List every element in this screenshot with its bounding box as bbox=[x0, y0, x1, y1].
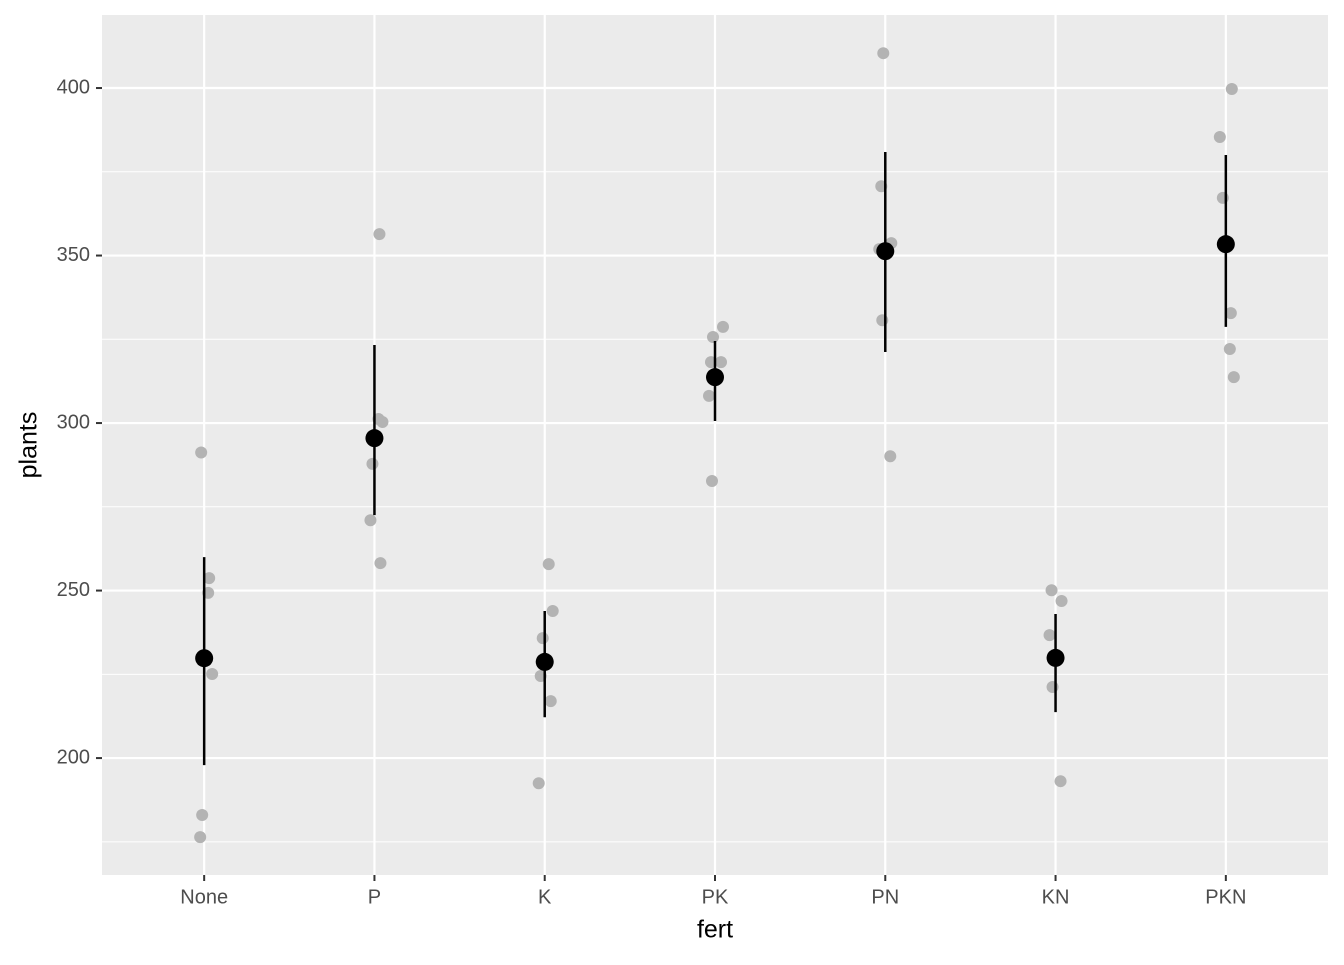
y-tick-label: 200 bbox=[57, 746, 90, 768]
mean-point bbox=[1046, 648, 1065, 667]
y-tick-label: 350 bbox=[57, 244, 90, 266]
data-point bbox=[374, 557, 387, 570]
x-axis-title: fert bbox=[697, 916, 733, 944]
data-point bbox=[364, 514, 377, 527]
y-tick-label: 250 bbox=[57, 579, 90, 601]
data-point bbox=[1225, 83, 1238, 96]
x-tick-label: PN bbox=[871, 886, 899, 908]
data-point bbox=[1213, 130, 1226, 143]
data-point bbox=[707, 330, 719, 343]
data-point bbox=[194, 831, 207, 844]
x-tick-label: P bbox=[368, 886, 381, 908]
x-tick-label: K bbox=[538, 886, 552, 908]
data-point bbox=[195, 446, 208, 459]
mean-point bbox=[876, 242, 895, 261]
y-tick-label: 300 bbox=[57, 411, 90, 433]
x-tick-label: None bbox=[180, 886, 228, 908]
x-tick-label: PKN bbox=[1205, 886, 1246, 908]
data-point bbox=[542, 558, 555, 571]
data-point bbox=[366, 457, 379, 470]
data-point bbox=[1045, 584, 1058, 597]
data-point bbox=[546, 605, 559, 618]
data-point bbox=[373, 228, 386, 241]
data-point bbox=[717, 320, 729, 333]
data-point bbox=[1054, 775, 1067, 788]
data-point bbox=[203, 572, 216, 585]
data-point bbox=[536, 632, 549, 645]
data-point bbox=[1043, 629, 1056, 642]
data-point bbox=[703, 389, 715, 402]
data-point bbox=[1055, 594, 1068, 607]
mean-point bbox=[365, 429, 384, 448]
data-point bbox=[532, 777, 545, 790]
y-tick-label: 400 bbox=[57, 76, 90, 98]
data-point bbox=[715, 356, 727, 369]
mean-point bbox=[535, 652, 554, 671]
data-point bbox=[706, 475, 718, 488]
data-point bbox=[1224, 307, 1237, 320]
data-point bbox=[544, 695, 557, 708]
data-point bbox=[877, 47, 890, 60]
mean-point bbox=[1216, 235, 1235, 254]
data-point bbox=[206, 667, 219, 680]
x-tick-label: KN bbox=[1042, 886, 1070, 908]
data-point bbox=[196, 809, 209, 822]
mean-point bbox=[706, 368, 724, 387]
mean-point bbox=[195, 649, 214, 668]
data-point bbox=[884, 450, 897, 463]
data-point bbox=[1227, 371, 1240, 384]
data-point bbox=[376, 416, 389, 429]
data-point bbox=[1223, 343, 1236, 356]
x-tick-label: PK bbox=[702, 886, 729, 908]
y-axis-title: plants bbox=[15, 412, 43, 479]
